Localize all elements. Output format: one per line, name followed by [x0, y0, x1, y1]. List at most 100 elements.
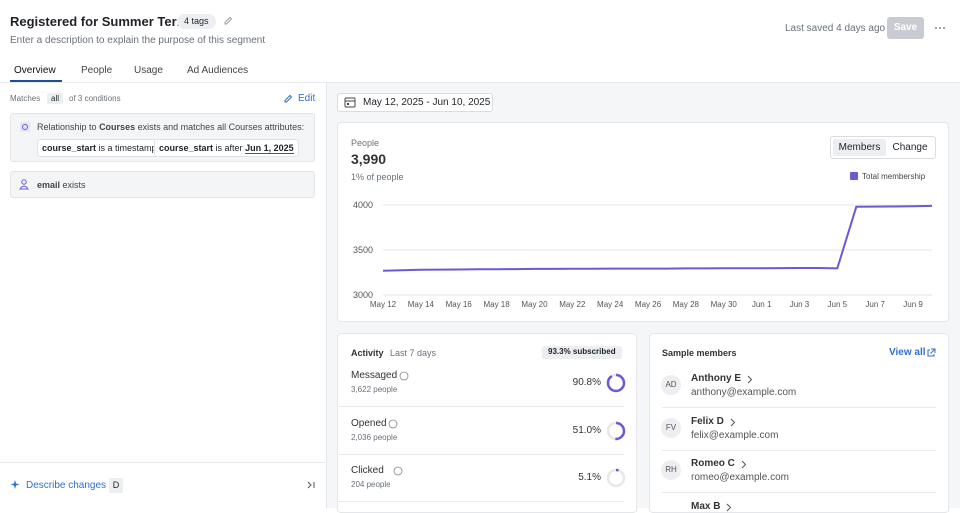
- attribute-condition[interactable]: [10, 171, 315, 198]
- x-tick-label: May 14: [408, 300, 435, 309]
- series-line: [382, 204, 933, 272]
- external-link-icon: [927, 348, 936, 357]
- calendar-icon: [344, 97, 356, 108]
- last-saved: Last saved 4 days ago: [785, 23, 886, 34]
- chip-attribute: course_start: [159, 143, 214, 153]
- y-tick-label: 3000: [353, 290, 373, 300]
- row-divider: [338, 501, 624, 502]
- edit-icon[interactable]: [283, 94, 293, 104]
- member-email: felix@example.com: [691, 429, 779, 441]
- attribute-name: email: [37, 180, 61, 190]
- ring-arc: [606, 421, 626, 440]
- people-count: 3,990: [351, 151, 387, 167]
- header-divider: [0, 82, 960, 83]
- info-icon[interactable]: [393, 466, 403, 476]
- legend-label: Total membership: [862, 172, 926, 181]
- save-button[interactable]: Save: [887, 17, 924, 39]
- member-name[interactable]: Max B: [691, 500, 721, 512]
- edit-title-icon[interactable]: [223, 16, 233, 26]
- tab[interactable]: Ad Audiences: [187, 65, 249, 76]
- people-share: 1% of people: [351, 172, 404, 182]
- panel-divider: [326, 83, 327, 508]
- subscribed-badge: 93.3% subscribed: [542, 346, 622, 359]
- describe-changes[interactable]: Describe changes: [26, 480, 107, 491]
- activity-label: Messaged: [351, 370, 398, 381]
- x-tick-label: Jun 5: [828, 300, 848, 309]
- attribute-chip[interactable]: course_start is after Jun 1, 2025: [154, 139, 299, 157]
- active-tab-underline: [10, 80, 62, 82]
- tab[interactable]: Usage: [134, 65, 163, 76]
- member-avatar: RH: [661, 460, 681, 480]
- toggle-change[interactable]: Change: [892, 142, 928, 153]
- view-all[interactable]: View all: [889, 347, 926, 358]
- sparkle-icon: [10, 480, 20, 489]
- chevron-path: [741, 460, 747, 469]
- info-circle: [399, 371, 409, 381]
- activity-label: Clicked: [351, 465, 384, 476]
- matches-suffix: of 3 conditions: [69, 94, 121, 103]
- attribute-operator: exists: [62, 180, 86, 190]
- activity-label: Opened: [351, 417, 387, 429]
- info-icon[interactable]: [399, 371, 409, 381]
- chevron: [747, 375, 753, 384]
- activity-count: 2,036 people: [351, 432, 398, 442]
- x-tick-label: May 12: [370, 300, 397, 309]
- x-tick-label: May 26: [635, 300, 662, 309]
- collapse-icon[interactable]: [306, 480, 316, 490]
- matches-mode[interactable]: all: [47, 93, 64, 104]
- ring-arc: [606, 373, 626, 393]
- x-tick-label: May 22: [559, 300, 586, 309]
- chip-operator: is a timestamp: [98, 143, 157, 153]
- member-name[interactable]: Anthony E: [691, 373, 741, 384]
- x-tick-label: May 24: [597, 300, 624, 309]
- x-tick-label: Jun 9: [903, 300, 923, 309]
- shortcut-key: D: [109, 478, 123, 493]
- x-tick-label: Jun 7: [865, 300, 885, 309]
- relationship-text: Relationship to Courses exists and match…: [37, 122, 304, 132]
- activity-card: [337, 333, 637, 513]
- x-tick-label: May 18: [483, 300, 510, 309]
- footer-divider: [0, 462, 326, 463]
- edit-conditions[interactable]: Edit: [298, 93, 316, 104]
- toggle-members[interactable]: Members: [833, 139, 886, 156]
- member-email: anthony@example.com: [691, 387, 797, 398]
- relationship-before: Relationship to: [37, 122, 97, 132]
- membership-chart: 3000 3500 4000 May 12 May 14 May 16 May 18 May …: [353, 172, 933, 309]
- chevron: [741, 460, 747, 469]
- people-label: People: [351, 138, 380, 148]
- tags-pill[interactable]: 4 tags: [177, 14, 216, 29]
- segment-description[interactable]: Enter a description to explain the purpo…: [10, 35, 266, 46]
- date-range: May 12, 2025 - Jun 10, 2025: [363, 97, 491, 108]
- x-tick-label: May 28: [673, 300, 700, 309]
- activity-title: Activity: [351, 348, 384, 358]
- rate-ring: [606, 468, 626, 488]
- activity-period: Last 7 days: [390, 348, 437, 358]
- activity-rate: 90.8%: [572, 377, 601, 388]
- chevron-path: [726, 503, 732, 511]
- attribute-chip[interactable]: course_start is a timestamp: [37, 139, 162, 157]
- chip-value: Jun 1, 2025: [245, 143, 294, 154]
- activity-rate: 51.0%: [572, 424, 601, 436]
- member-name[interactable]: Romeo C: [691, 458, 735, 469]
- chevron-path: [730, 418, 736, 426]
- more-menu[interactable]: [934, 24, 946, 32]
- members-card: [649, 333, 949, 513]
- rate-ring: [606, 373, 626, 393]
- matches-prefix: Matches: [10, 94, 41, 103]
- x-tick-label: Jun 3: [790, 300, 810, 309]
- member-name[interactable]: Felix D: [691, 415, 724, 427]
- member-email: romeo@example.com: [691, 472, 789, 483]
- member-avatar: AD: [661, 375, 681, 395]
- tab[interactable]: Overview: [14, 65, 56, 76]
- chevron-path: [747, 375, 753, 384]
- y-tick-label: 4000: [353, 200, 373, 210]
- row-divider: [662, 407, 936, 408]
- info-icon[interactable]: [388, 419, 398, 429]
- x-tick-label: May 20: [521, 300, 548, 309]
- date-picker[interactable]: [337, 93, 493, 112]
- tab[interactable]: People: [81, 65, 113, 76]
- segment-title: Registered for Summer Term: [10, 14, 189, 29]
- row-divider: [662, 449, 936, 451]
- activity-rate: 5.1%: [578, 472, 601, 483]
